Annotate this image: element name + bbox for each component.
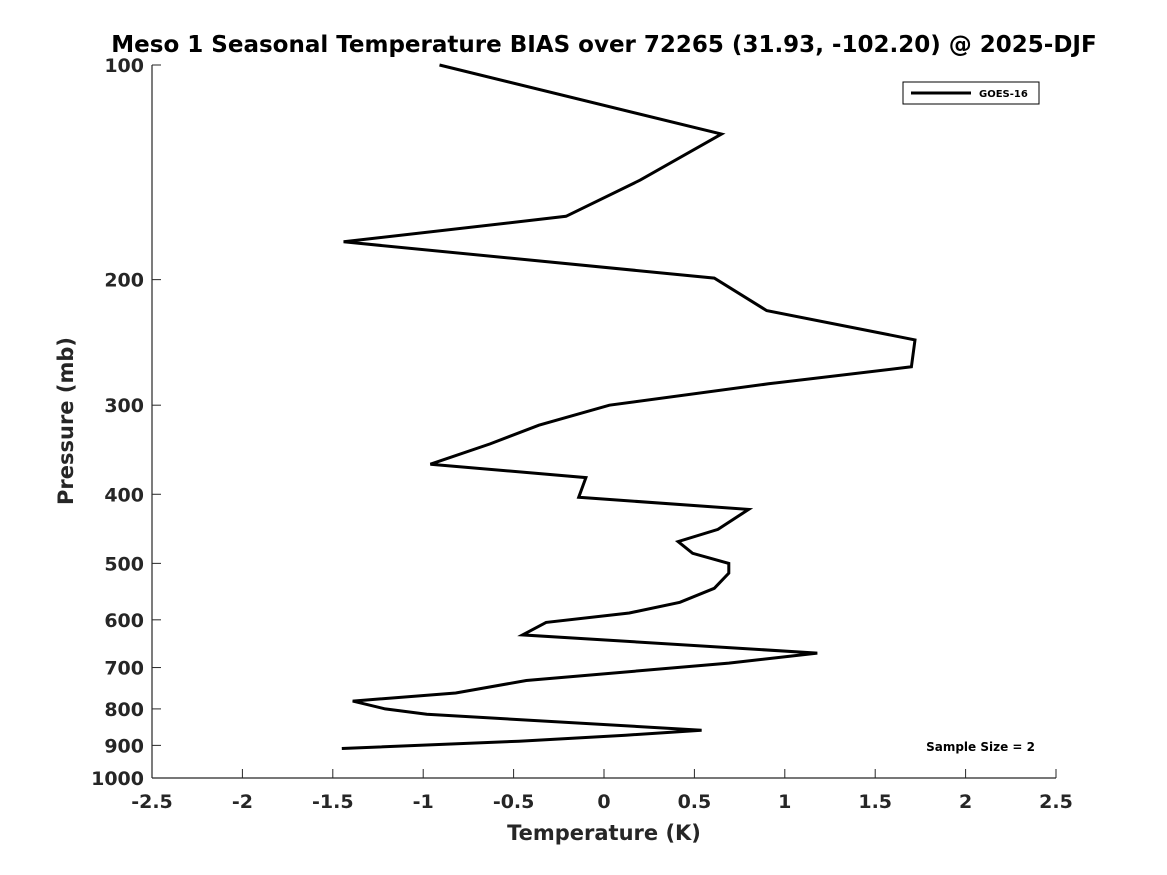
legend-label-goes-16: GOES-16 bbox=[979, 89, 1028, 100]
x-axis-label: Temperature (K) bbox=[507, 821, 701, 845]
x-tick-label: -2.5 bbox=[131, 791, 173, 813]
y-tick-label: 300 bbox=[104, 395, 144, 417]
series-layer bbox=[341, 63, 917, 750]
x-tick-label: -0.5 bbox=[493, 791, 535, 813]
y-tick-label: 700 bbox=[104, 658, 144, 680]
x-tick-label: -1.5 bbox=[312, 791, 354, 813]
x-axis: -2.5 -2 -1.5 -1 -0.5 0 0.5 1 1.5 2 2.5 bbox=[131, 769, 1073, 813]
sample-size-annotation: Sample Size = 2 bbox=[926, 740, 1035, 754]
y-axis-label: Pressure (mb) bbox=[54, 337, 78, 505]
y-tick-label: 1000 bbox=[91, 768, 144, 790]
y-axis: 100 200 300 400 500 600 700 800 900 1000 bbox=[91, 55, 161, 790]
y-tick-label: 500 bbox=[104, 553, 144, 575]
series-line-goes-16 bbox=[341, 63, 917, 750]
y-tick-label: 400 bbox=[104, 484, 144, 506]
x-tick-label: 1.5 bbox=[858, 791, 892, 813]
legend: GOES-16 bbox=[902, 81, 1040, 105]
x-tick-label: 0.5 bbox=[678, 791, 712, 813]
y-tick-label: 100 bbox=[104, 55, 144, 77]
y-tick-label: 800 bbox=[104, 699, 144, 721]
x-tick-label: 2.5 bbox=[1039, 791, 1073, 813]
x-tick-label: 0 bbox=[597, 791, 610, 813]
y-tick-label: 200 bbox=[104, 270, 144, 292]
x-tick-label: 2 bbox=[959, 791, 972, 813]
x-tick-label: 1 bbox=[778, 791, 791, 813]
y-tick-label: 900 bbox=[104, 735, 144, 757]
chart-title: Meso 1 Seasonal Temperature BIAS over 72… bbox=[111, 32, 1096, 58]
y-tick-label: 600 bbox=[104, 610, 144, 632]
x-tick-label: -1 bbox=[413, 791, 434, 813]
x-tick-label: -2 bbox=[232, 791, 253, 813]
